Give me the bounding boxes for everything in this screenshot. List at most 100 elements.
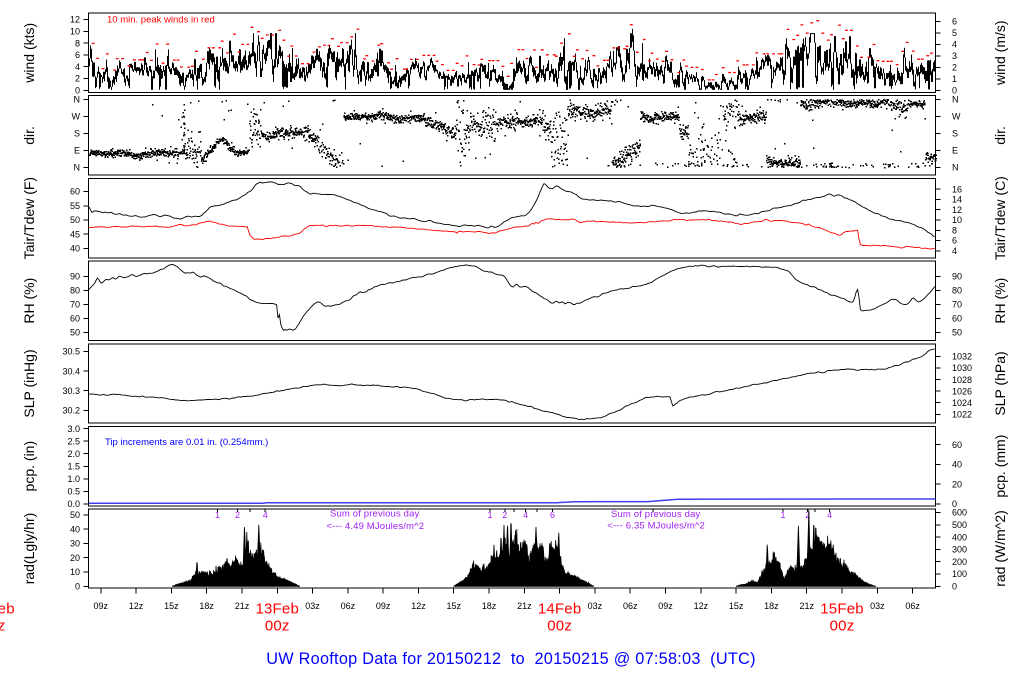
svg-text:0: 0: [952, 499, 957, 509]
svg-text:21z: 21z: [517, 601, 532, 611]
svg-text:1028: 1028: [952, 375, 972, 385]
svg-text:0: 0: [952, 86, 957, 96]
svg-text:S: S: [74, 129, 80, 139]
svg-text:40: 40: [70, 524, 80, 534]
svg-text:90: 90: [70, 272, 80, 282]
svg-text:RH (%): RH (%): [21, 278, 37, 324]
svg-text:pcp. (in): pcp. (in): [21, 441, 37, 492]
svg-text:0: 0: [952, 582, 957, 592]
svg-text:09z: 09z: [94, 601, 109, 611]
svg-text:SLP (inHg): SLP (inHg): [21, 349, 37, 417]
svg-text:12: 12: [70, 15, 80, 25]
svg-text:1: 1: [487, 510, 492, 520]
svg-text:4: 4: [952, 40, 957, 50]
svg-text:S: S: [952, 129, 958, 139]
svg-text:200: 200: [952, 557, 967, 567]
svg-text:600: 600: [952, 508, 967, 518]
svg-text:N: N: [74, 163, 81, 173]
svg-text:0.5: 0.5: [67, 487, 80, 497]
svg-text:06z: 06z: [341, 601, 356, 611]
svg-text:2: 2: [235, 510, 240, 520]
svg-text:30.3: 30.3: [62, 386, 80, 396]
svg-text:80: 80: [952, 286, 962, 296]
svg-text:12: 12: [952, 205, 962, 215]
svg-text:30.2: 30.2: [62, 406, 80, 416]
svg-text:1: 1: [952, 74, 957, 84]
svg-text:8: 8: [75, 38, 80, 48]
svg-text:0: 0: [75, 86, 80, 96]
svg-text:10: 10: [952, 215, 962, 225]
svg-text:Tair/Tdew (F): Tair/Tdew (F): [21, 177, 37, 259]
svg-text:4: 4: [75, 62, 80, 72]
svg-text:13Feb: 13Feb: [255, 601, 299, 618]
svg-text:18z: 18z: [764, 601, 779, 611]
svg-text:0: 0: [75, 582, 80, 592]
svg-text:N: N: [74, 95, 81, 105]
svg-text:E: E: [952, 146, 958, 156]
svg-text:30.5: 30.5: [62, 347, 80, 357]
svg-text:UW Rooftop Data for 20150212: UW Rooftop Data for 20150212 to 20150215…: [266, 650, 756, 668]
svg-text:1.0: 1.0: [67, 474, 80, 484]
svg-text:0.0: 0.0: [67, 499, 80, 509]
svg-text:RH (%): RH (%): [992, 278, 1008, 324]
svg-text:40: 40: [70, 244, 80, 254]
svg-text:1026: 1026: [952, 386, 972, 396]
svg-text:14: 14: [952, 195, 962, 205]
svg-text:55: 55: [70, 201, 80, 211]
svg-text:30.4: 30.4: [62, 366, 80, 376]
svg-text:Tair/Tdew (C): Tair/Tdew (C): [992, 176, 1008, 260]
svg-text:15Feb: 15Feb: [820, 601, 864, 618]
svg-text:06z: 06z: [905, 601, 920, 611]
svg-text:6: 6: [952, 236, 957, 246]
svg-text:50: 50: [70, 215, 80, 225]
svg-text:Sum of previous day: Sum of previous day: [330, 509, 420, 520]
svg-text:70: 70: [70, 300, 80, 310]
svg-text:20: 20: [952, 479, 962, 489]
svg-text:4: 4: [263, 510, 268, 520]
svg-text:00z: 00z: [265, 618, 290, 635]
svg-text:50: 50: [952, 328, 962, 338]
svg-text:18z: 18z: [199, 601, 214, 611]
svg-text:21z: 21z: [799, 601, 814, 611]
svg-text:60: 60: [70, 187, 80, 197]
svg-text:300: 300: [952, 545, 967, 555]
svg-text:18z: 18z: [482, 601, 497, 611]
svg-text:N: N: [952, 163, 959, 173]
svg-text:<--- 6.35 MJoules/m^2: <--- 6.35 MJoules/m^2: [607, 521, 705, 532]
svg-text:15z: 15z: [729, 601, 744, 611]
svg-text:10: 10: [70, 567, 80, 577]
svg-text:rad(Lgly/hr): rad(Lgly/hr): [21, 513, 37, 585]
svg-text:30: 30: [70, 539, 80, 549]
svg-text:N: N: [952, 95, 959, 105]
svg-text:10 min. peak winds in red: 10 min. peak winds in red: [107, 15, 215, 26]
svg-text:100: 100: [952, 569, 967, 579]
svg-text:6: 6: [75, 50, 80, 60]
svg-text:45: 45: [70, 229, 80, 239]
svg-text:09z: 09z: [376, 601, 391, 611]
svg-text:2: 2: [502, 510, 507, 520]
svg-text:2: 2: [952, 63, 957, 73]
svg-text:60: 60: [70, 314, 80, 324]
svg-text:W: W: [952, 112, 961, 122]
svg-text:2: 2: [805, 510, 810, 520]
svg-text:1022: 1022: [952, 409, 972, 419]
svg-text:1: 1: [215, 510, 220, 520]
svg-text:SLP (hPa): SLP (hPa): [992, 351, 1008, 415]
svg-text:00z: 00z: [830, 618, 855, 635]
svg-text:Sum of previous day: Sum of previous day: [611, 509, 701, 520]
svg-text:2.0: 2.0: [67, 449, 80, 459]
svg-text:50: 50: [70, 510, 80, 520]
svg-text:12Feb: 12Feb: [0, 601, 15, 618]
svg-text:1: 1: [780, 510, 785, 520]
svg-text:pcp. (mm): pcp. (mm): [992, 435, 1008, 498]
svg-text:15z: 15z: [446, 601, 461, 611]
svg-text:80: 80: [70, 286, 80, 296]
svg-text:<--- 4.49 MJoules/m^2: <--- 4.49 MJoules/m^2: [327, 521, 425, 532]
svg-text:rad (W/m^2): rad (W/m^2): [992, 510, 1008, 587]
svg-text:500: 500: [952, 520, 967, 530]
svg-text:6: 6: [952, 17, 957, 27]
svg-text:dir.: dir.: [992, 126, 1008, 145]
svg-text:2.5: 2.5: [67, 436, 80, 446]
svg-text:70: 70: [952, 300, 962, 310]
svg-text:60: 60: [952, 314, 962, 324]
